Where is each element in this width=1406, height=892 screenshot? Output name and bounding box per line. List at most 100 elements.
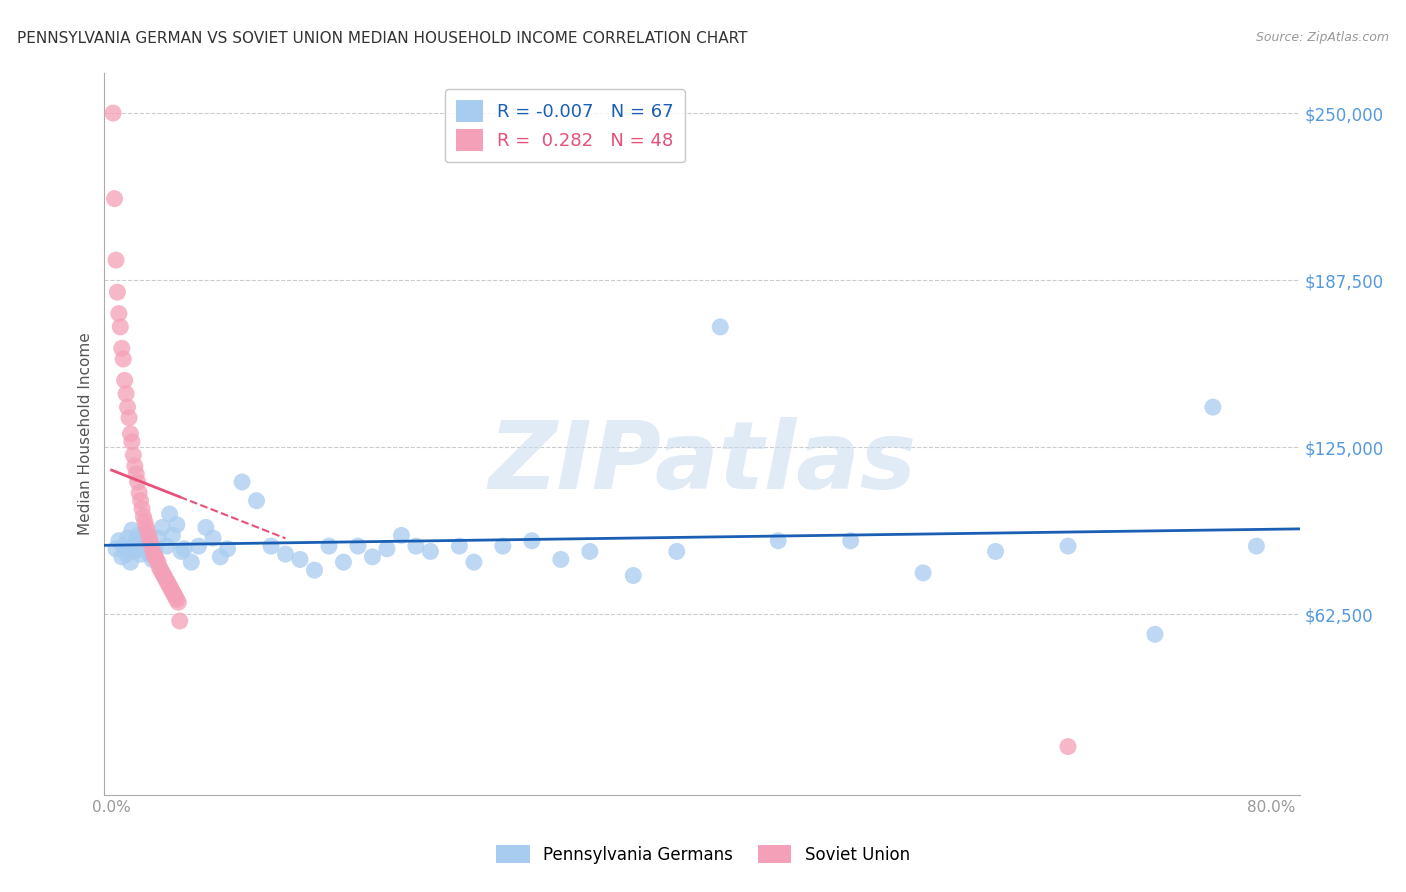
Point xyxy=(157,576,180,591)
Point xyxy=(1202,400,1225,414)
Point xyxy=(709,320,731,334)
Point xyxy=(165,590,187,604)
Point xyxy=(136,525,159,540)
Point xyxy=(170,544,193,558)
Point xyxy=(187,539,209,553)
Point xyxy=(118,410,141,425)
Point xyxy=(115,386,138,401)
Point xyxy=(111,341,134,355)
Point xyxy=(579,544,602,558)
Point xyxy=(129,547,152,561)
Point xyxy=(112,539,135,553)
Point xyxy=(166,592,188,607)
Point xyxy=(122,448,145,462)
Point xyxy=(101,106,124,120)
Point xyxy=(288,552,311,566)
Point xyxy=(492,539,515,553)
Point xyxy=(134,525,156,540)
Point xyxy=(142,547,165,561)
Point xyxy=(449,539,471,553)
Point xyxy=(912,566,935,580)
Point xyxy=(163,587,186,601)
Point xyxy=(361,549,384,564)
Point xyxy=(150,520,173,534)
Point xyxy=(146,555,169,569)
Point xyxy=(129,493,152,508)
Point xyxy=(304,563,326,577)
Point xyxy=(114,373,136,387)
Point xyxy=(135,520,157,534)
Point xyxy=(152,568,174,582)
Point xyxy=(405,539,427,553)
Point xyxy=(391,528,413,542)
Point xyxy=(143,541,166,556)
Point xyxy=(148,560,170,574)
Point xyxy=(138,547,160,561)
Point xyxy=(194,520,217,534)
Point xyxy=(141,541,163,556)
Point xyxy=(139,536,162,550)
Point xyxy=(1057,739,1080,754)
Point xyxy=(141,552,163,566)
Point xyxy=(274,547,297,561)
Point xyxy=(107,285,129,300)
Point xyxy=(347,539,370,553)
Point xyxy=(108,307,131,321)
Point xyxy=(419,544,441,558)
Point xyxy=(124,544,146,558)
Text: Source: ZipAtlas.com: Source: ZipAtlas.com xyxy=(1256,31,1389,45)
Point xyxy=(117,531,139,545)
Point xyxy=(839,533,862,548)
Point xyxy=(127,475,149,489)
Point xyxy=(202,531,225,545)
Point xyxy=(149,563,172,577)
Point xyxy=(145,552,167,566)
Point xyxy=(169,614,191,628)
Point xyxy=(120,426,142,441)
Point xyxy=(984,544,1007,558)
Point xyxy=(128,485,150,500)
Point xyxy=(160,582,183,596)
Point xyxy=(766,533,789,548)
Point xyxy=(136,541,159,556)
Point xyxy=(118,541,141,556)
Point xyxy=(125,533,148,548)
Point xyxy=(159,579,181,593)
Point xyxy=(127,528,149,542)
Point xyxy=(159,507,181,521)
Point xyxy=(132,539,155,553)
Point xyxy=(132,509,155,524)
Point xyxy=(463,555,485,569)
Point xyxy=(110,320,132,334)
Y-axis label: Median Household Income: Median Household Income xyxy=(79,333,93,535)
Point xyxy=(520,533,543,548)
Point xyxy=(104,541,127,556)
Point xyxy=(162,528,184,542)
Point xyxy=(117,400,139,414)
Point xyxy=(131,536,153,550)
Point xyxy=(121,434,143,449)
Point xyxy=(1057,539,1080,553)
Point xyxy=(120,555,142,569)
Point xyxy=(103,192,125,206)
Text: PENNSYLVANIA GERMAN VS SOVIET UNION MEDIAN HOUSEHOLD INCOME CORRELATION CHART: PENNSYLVANIA GERMAN VS SOVIET UNION MEDI… xyxy=(17,31,748,46)
Point xyxy=(146,531,169,545)
Point xyxy=(131,501,153,516)
Point xyxy=(150,566,173,580)
Point xyxy=(143,549,166,564)
Point xyxy=(332,555,354,569)
Point xyxy=(112,351,135,366)
Point xyxy=(665,544,688,558)
Point xyxy=(166,517,188,532)
Point xyxy=(162,584,184,599)
Point xyxy=(156,574,179,588)
Point xyxy=(231,475,253,489)
Point xyxy=(550,552,572,566)
Point xyxy=(111,549,134,564)
Point xyxy=(115,547,138,561)
Point xyxy=(209,549,232,564)
Point xyxy=(124,458,146,473)
Point xyxy=(108,533,131,548)
Point xyxy=(156,539,179,553)
Point xyxy=(128,541,150,556)
